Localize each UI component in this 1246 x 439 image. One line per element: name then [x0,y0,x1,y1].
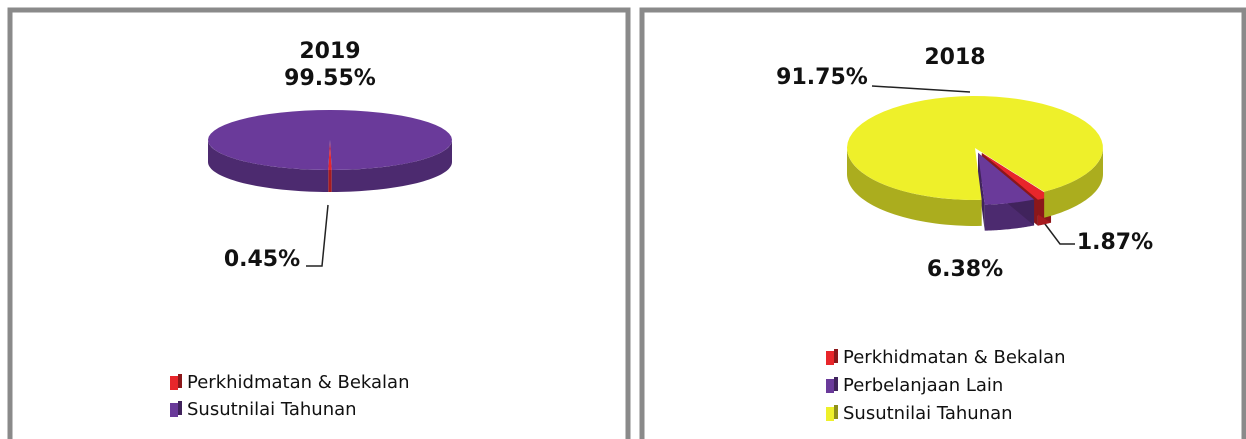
legend-label: Susutnilai Tahunan [843,403,1013,424]
pie-slice [328,140,332,192]
data-label: 91.75% [776,65,868,90]
slice-top [208,110,452,170]
legend-swatch-side [834,377,838,391]
leader-line [306,204,329,267]
slice-top [328,140,332,170]
legend-swatch [826,351,834,365]
legend-label: Perkhidmatan & Bekalan [843,347,1066,368]
chart-title: 2018 [924,45,985,70]
legend-swatch [826,407,834,421]
panel-frame [639,7,1246,439]
slice-top [978,152,1035,205]
legend-swatch [826,379,834,393]
slice-side [331,140,452,192]
data-label: 1.87% [1077,230,1153,255]
chart-title: 2019 [299,39,360,64]
pie-slice [847,96,1103,226]
legend-swatch-side [834,349,838,363]
panel-frame [7,7,631,439]
slice-top [847,96,1103,200]
legend-swatch-side [834,405,838,419]
slice-side [328,169,332,192]
legend-label: Perbelanjaan Lain [843,375,1003,396]
pie-slice [208,110,452,192]
legend-swatch [170,403,178,417]
slice-side [847,148,982,226]
data-label: 0.45% [224,247,300,272]
leader-line [871,85,971,93]
slice-top [981,152,1052,200]
legend-swatch-side [178,401,182,415]
slice-face [978,152,985,231]
pie-slice [978,152,1035,231]
legend-swatch-side [178,374,182,388]
legend-label: Perkhidmatan & Bekalan [187,372,410,393]
legend-swatch [170,376,178,390]
slice-side [208,140,329,192]
data-label: 99.55% [284,66,376,91]
data-label: 6.38% [927,257,1003,282]
legend-label: Susutnilai Tahunan [187,399,357,420]
slice-side [1044,148,1103,218]
